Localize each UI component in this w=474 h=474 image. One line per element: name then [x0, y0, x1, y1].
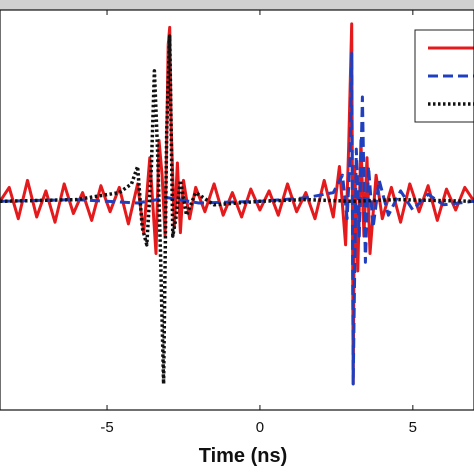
- x-tick-label: -5: [100, 419, 113, 436]
- series-line-2: [0, 52, 474, 386]
- series-line-3: [0, 34, 474, 386]
- series-layer: [0, 22, 474, 386]
- plot-area: [0, 10, 474, 410]
- plot-frame: [0, 9, 474, 411]
- x-axis-title: Time (ns): [199, 445, 288, 467]
- legend-samples: [428, 46, 474, 106]
- x-tick-label: 5: [409, 419, 417, 436]
- figure-background-band: [0, 0, 474, 10]
- x-axis-ticks: -5 0 5: [100, 10, 417, 436]
- legend: [414, 29, 474, 123]
- x-tick-label: 0: [256, 419, 264, 436]
